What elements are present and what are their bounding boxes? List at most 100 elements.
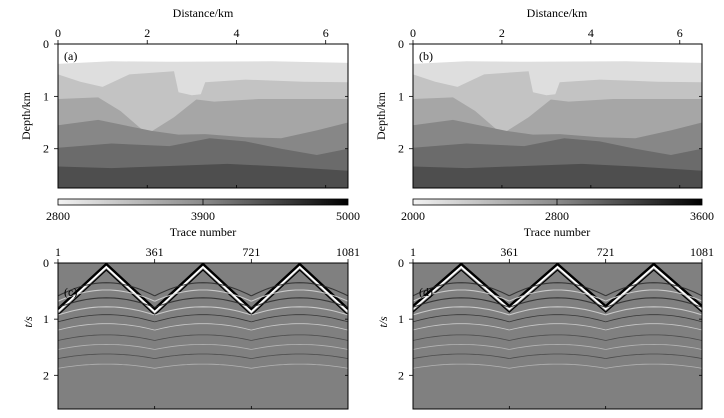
panel-c-reflection-event: [58, 323, 155, 331]
panel-b-x-tick-label: 6: [677, 26, 683, 40]
panel-d-reflection-event: [509, 343, 606, 350]
panel-c-reflection-event: [251, 314, 348, 323]
panel-c-y-tick-label: 0: [43, 256, 49, 270]
panel-a-ylabel: Depth/km: [19, 91, 33, 140]
panel-b-x-ticks: 0 2 4 6: [410, 26, 683, 188]
panel-d-reflection-event: [509, 289, 606, 302]
panel-c-reflection-event: [154, 297, 252, 308]
panel-c-reflection-event: [58, 289, 155, 302]
panel-c-direct-wave-black: [58, 263, 348, 311]
panel-d-direct-wave-white: [413, 265, 702, 311]
panel-c-y-ticks: 0 1 2: [43, 256, 348, 382]
panel-d-y-tick-label: 0: [398, 256, 404, 270]
panel-d-frame: [412, 262, 703, 410]
panel-a-velocity-layers: [58, 44, 348, 188]
panel-b-layer-6: [413, 163, 702, 188]
panel-c-reflection-event: [154, 289, 252, 302]
panel-c-reflection-event: [58, 353, 155, 359]
panel-d-xlabel: Trace number: [524, 225, 591, 239]
panel-d-y-tick-label: 2: [398, 368, 404, 382]
panel-d-reflection-event: [413, 334, 510, 341]
panel-b-y-ticks: 0 1 2: [398, 37, 702, 156]
panel-d-reflection-event: [605, 343, 702, 350]
panel-c-reflection-event: [154, 323, 252, 331]
panel-c-background: [58, 263, 348, 409]
panel-c-reflection-event: [251, 353, 348, 359]
panel-d-reflection-event: [509, 314, 606, 323]
panel-a-y-tick-label: 2: [43, 142, 49, 156]
colorbar-b-bar: [412, 198, 703, 206]
panel-d-reflection-event: [605, 314, 702, 323]
colorbar-b-max-label: 3600: [690, 209, 714, 223]
panel-c-x-tick-label: 1081: [336, 245, 360, 259]
panel-c-x-tick-label: 721: [242, 245, 260, 259]
panel-c-reflection-event: [251, 306, 348, 316]
panel-c-direct-wave-black-2: [58, 269, 348, 316]
panel-c-reflection-event: [154, 314, 252, 323]
panel-d-y-ticks: 0 1 2: [398, 256, 702, 382]
panel-c-x-tick-label: 361: [146, 245, 164, 259]
panel-c: Trace number t/s 1 361 721 1081 012 (c): [21, 225, 360, 410]
panel-c-reflection-event: [251, 363, 348, 369]
panel-d-background: [413, 263, 702, 409]
panel-c-x-ticks: 1 361 721 1081: [55, 245, 360, 409]
colorbar-b-min-label: 2000: [401, 209, 425, 223]
panel-c-reflection-event: [154, 363, 252, 369]
panel-d-seismic-events: [413, 263, 702, 369]
panel-a-y-ticks: 0 1 2: [43, 37, 348, 156]
panel-d-reflection-event: [509, 306, 606, 316]
panel-c-reflection-event: [154, 353, 252, 359]
panel-d-x-ticks: 1 361 721 1081: [410, 245, 714, 409]
panel-a-x-ticks: 0 2 4 6: [55, 26, 329, 188]
panel-a-xlabel: Distance/km: [173, 6, 234, 20]
panel-d: Trace number t/s 1 361 721 1081 012 (d): [376, 225, 714, 410]
panel-d-reflection-event: [413, 323, 510, 331]
panel-d-reflection-event: [413, 363, 510, 369]
colorbar-b-mid-label: 2800: [545, 209, 569, 223]
panel-a-label: (a): [64, 49, 77, 63]
panel-d-x-tick-label: 721: [597, 245, 615, 259]
panel-d-reflection-event: [413, 343, 510, 350]
panel-d-reflection-event: [605, 363, 702, 369]
panel-c-ylabel: t/s: [21, 316, 35, 328]
panel-c-reflection-event: [58, 297, 155, 308]
panel-c-reflection-event: [154, 282, 252, 297]
panel-d-y-tick-label: 1: [398, 312, 404, 326]
panel-a-frame: [57, 43, 349, 189]
panel-c-reflection-event: [251, 289, 348, 302]
panel-d-reflection-event: [413, 282, 510, 297]
panel-d-reflection-event: [413, 306, 510, 316]
panel-d-reflection-event: [413, 353, 510, 359]
panel-d-ylabel: t/s: [376, 316, 390, 328]
panel-d-reflection-event: [605, 323, 702, 331]
panel-d-label: (d): [419, 285, 433, 299]
panel-c-x-tick-label: 1: [55, 245, 61, 259]
panel-d-reflection-event: [509, 363, 606, 369]
panel-d-x-tick-label: 1: [410, 245, 416, 259]
panel-c-seismic-events: [58, 263, 348, 369]
colorbar-b: 2000 2800 3600: [401, 198, 714, 223]
panel-c-reflection-event: [154, 343, 252, 350]
panel-d-reflection-event: [509, 323, 606, 331]
panel-c-direct-wave-white: [58, 265, 348, 314]
panel-c-y-tick-label: 2: [43, 368, 49, 382]
panel-c-reflection-event: [58, 334, 155, 341]
panel-c-reflection-event: [251, 282, 348, 297]
panel-a-x-tick-label: 6: [323, 26, 329, 40]
panel-c-reflection-event: [251, 343, 348, 350]
panel-c-reflection-event: [58, 314, 155, 323]
panel-d-reflection-event: [509, 353, 606, 359]
panel-d-reflection-event: [605, 306, 702, 316]
panel-a-y-tick-label: 1: [43, 89, 49, 103]
panel-c-reflection-event: [58, 363, 155, 369]
panel-d-reflection-event: [605, 289, 702, 302]
panel-a-y-tick-label: 0: [43, 37, 49, 51]
panel-d-reflection-event: [509, 334, 606, 341]
panel-d-reflection-event: [509, 297, 606, 308]
colorbar-a-min-label: 2800: [46, 209, 70, 223]
panel-a-x-tick-label: 4: [233, 26, 239, 40]
panel-c-y-tick-label: 1: [43, 312, 49, 326]
panel-b-y-tick-label: 1: [398, 89, 404, 103]
panel-b-frame: [412, 43, 703, 189]
